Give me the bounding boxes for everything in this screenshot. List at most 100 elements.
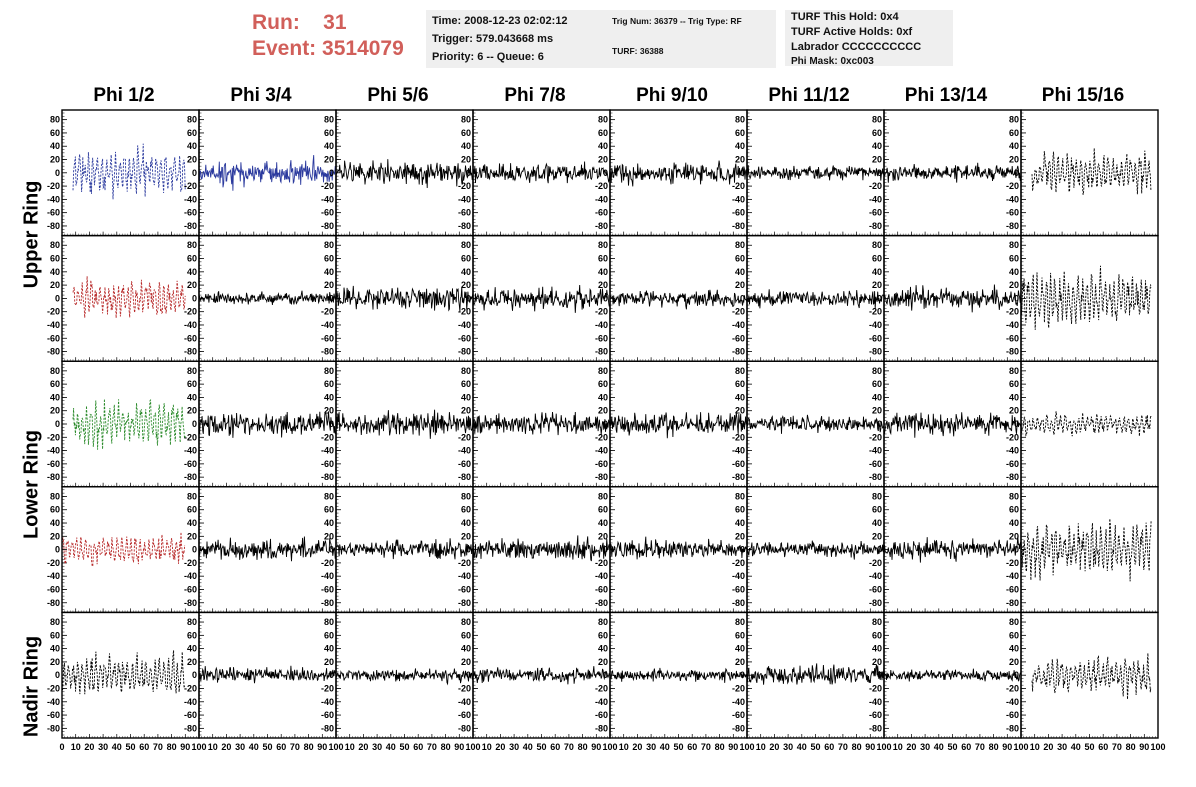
y-tick-label: 40 xyxy=(324,518,334,528)
y-tick-label: -80 xyxy=(184,723,197,733)
y-tick-label: -40 xyxy=(184,571,197,581)
panel-r2-c7: -80 -60 -40 -20 0 20 40 60 80 xyxy=(1006,360,1159,488)
y-tick-label: -20 xyxy=(595,307,608,317)
y-tick-label: 60 xyxy=(872,505,882,515)
y-tick-label: -20 xyxy=(595,432,608,442)
y-tick-label: 0 xyxy=(55,168,60,178)
y-tick-label: -80 xyxy=(321,472,334,482)
y-tick-label: -60 xyxy=(869,208,882,218)
y-tick-label: -40 xyxy=(1006,697,1019,707)
y-tick-label: -60 xyxy=(595,333,608,343)
x-tick-label: 10 xyxy=(71,742,81,752)
y-tick-label: 0 xyxy=(603,670,608,680)
event-line: Event: 3514079 xyxy=(252,36,404,62)
x-tick-label: 40 xyxy=(112,742,122,752)
y-tick-label: -80 xyxy=(1006,347,1019,357)
waveform-trace xyxy=(472,535,611,562)
y-tick-label: 0 xyxy=(1014,670,1019,680)
y-tick-label: -20 xyxy=(869,307,882,317)
y-tick-label: 20 xyxy=(872,657,882,667)
y-tick-label: 80 xyxy=(187,115,197,125)
x-tick-label: 90 xyxy=(865,742,875,752)
y-tick-label: -40 xyxy=(184,697,197,707)
y-tick-label: 40 xyxy=(872,267,882,277)
y-tick-label: 80 xyxy=(598,115,608,125)
x-tick-label: 50 xyxy=(536,742,546,752)
panel-r4-c2: -80 -60 -40 -20 0 20 40 60 80 xyxy=(321,611,474,739)
waveform-trace xyxy=(609,160,748,187)
y-tick-label: 40 xyxy=(461,518,471,528)
y-tick-label: -80 xyxy=(458,598,471,608)
y-tick-label: -80 xyxy=(458,347,471,357)
y-tick-label: -40 xyxy=(47,320,60,330)
y-tick-label: -20 xyxy=(321,432,334,442)
y-tick-label: 40 xyxy=(1009,141,1019,151)
y-tick-label: 40 xyxy=(735,392,745,402)
y-tick-label: 60 xyxy=(324,379,334,389)
x-tick-label: 20 xyxy=(632,742,642,752)
y-tick-label: -20 xyxy=(1006,683,1019,693)
x-tick-label: 30 xyxy=(509,742,519,752)
waveform-trace xyxy=(198,155,337,191)
y-tick-label: 60 xyxy=(187,128,197,138)
x-tick-label: 40 xyxy=(249,742,259,752)
y-tick-label: -40 xyxy=(184,320,197,330)
y-tick-label: 60 xyxy=(187,630,197,640)
x-tick-label: 100 xyxy=(1013,742,1028,752)
y-tick-label: 40 xyxy=(187,392,197,402)
panel-frame xyxy=(883,109,1022,237)
y-tick-label: 20 xyxy=(324,155,334,165)
waveform-trace xyxy=(883,668,1022,682)
y-tick-label: -80 xyxy=(458,472,471,482)
y-tick-label: 0 xyxy=(603,168,608,178)
y-tick-label: 40 xyxy=(187,267,197,277)
y-tick-label: 0 xyxy=(329,168,334,178)
y-tick-label: -20 xyxy=(184,181,197,191)
y-tick-label: -40 xyxy=(321,320,334,330)
y-tick-label: -60 xyxy=(595,208,608,218)
y-tick-label: -60 xyxy=(184,459,197,469)
column-label-phi-9-10: Phi 9/10 xyxy=(636,85,708,106)
y-tick-label: -80 xyxy=(321,347,334,357)
waveform-trace xyxy=(883,284,1022,313)
x-tick-label: 20 xyxy=(495,742,505,752)
panel-r2-c0: -80 -60 -40 -20 0 20 40 60 80 xyxy=(47,360,200,488)
x-tick-label: 80 xyxy=(167,742,177,752)
y-tick-label: 60 xyxy=(50,128,60,138)
y-tick-label: 80 xyxy=(50,240,60,250)
y-tick-label: -20 xyxy=(47,683,60,693)
panel-r4-c3: -80 -60 -40 -20 0 20 40 60 80 xyxy=(458,611,611,739)
y-tick-label: 0 xyxy=(1014,419,1019,429)
panel-r0-c0: -80 -60 -40 -20 0 20 40 60 80 xyxy=(47,109,200,237)
panel-r1-c0: -80 -60 -40 -20 0 20 40 60 80 xyxy=(47,234,200,362)
x-tick-label: 60 xyxy=(961,742,971,752)
panel-r0-c4: -80 -60 -40 -20 0 20 40 60 80 xyxy=(595,109,748,237)
run-label: Run: xyxy=(252,11,300,34)
x-tick-label: 70 xyxy=(975,742,985,752)
y-tick-label: 20 xyxy=(735,155,745,165)
y-tick-label: -20 xyxy=(47,558,60,568)
y-tick-label: 0 xyxy=(466,545,471,555)
time-text: Time: 2008-12-23 02:02:12 xyxy=(432,15,568,27)
y-tick-label: 40 xyxy=(735,518,745,528)
y-tick-label: 40 xyxy=(1009,267,1019,277)
y-tick-label: -20 xyxy=(1006,307,1019,317)
x-tick-label: 20 xyxy=(221,742,231,752)
y-tick-label: -40 xyxy=(869,697,882,707)
waveform-trace xyxy=(198,665,337,684)
y-tick-label: -60 xyxy=(184,584,197,594)
x-tick-label: 60 xyxy=(139,742,149,752)
y-tick-label: -60 xyxy=(869,459,882,469)
y-tick-label: -80 xyxy=(732,598,745,608)
x-tick-label: 30 xyxy=(235,742,245,752)
panel-frame xyxy=(61,486,200,614)
y-tick-label: 40 xyxy=(324,644,334,654)
y-tick-label: -80 xyxy=(595,221,608,231)
x-tick-label: 0 xyxy=(59,742,64,752)
x-tick-label: 40 xyxy=(797,742,807,752)
y-tick-label: 20 xyxy=(461,657,471,667)
x-tick-label: 70 xyxy=(564,742,574,752)
y-tick-label: -80 xyxy=(47,598,60,608)
y-tick-label: -60 xyxy=(595,710,608,720)
y-tick-label: -20 xyxy=(869,181,882,191)
